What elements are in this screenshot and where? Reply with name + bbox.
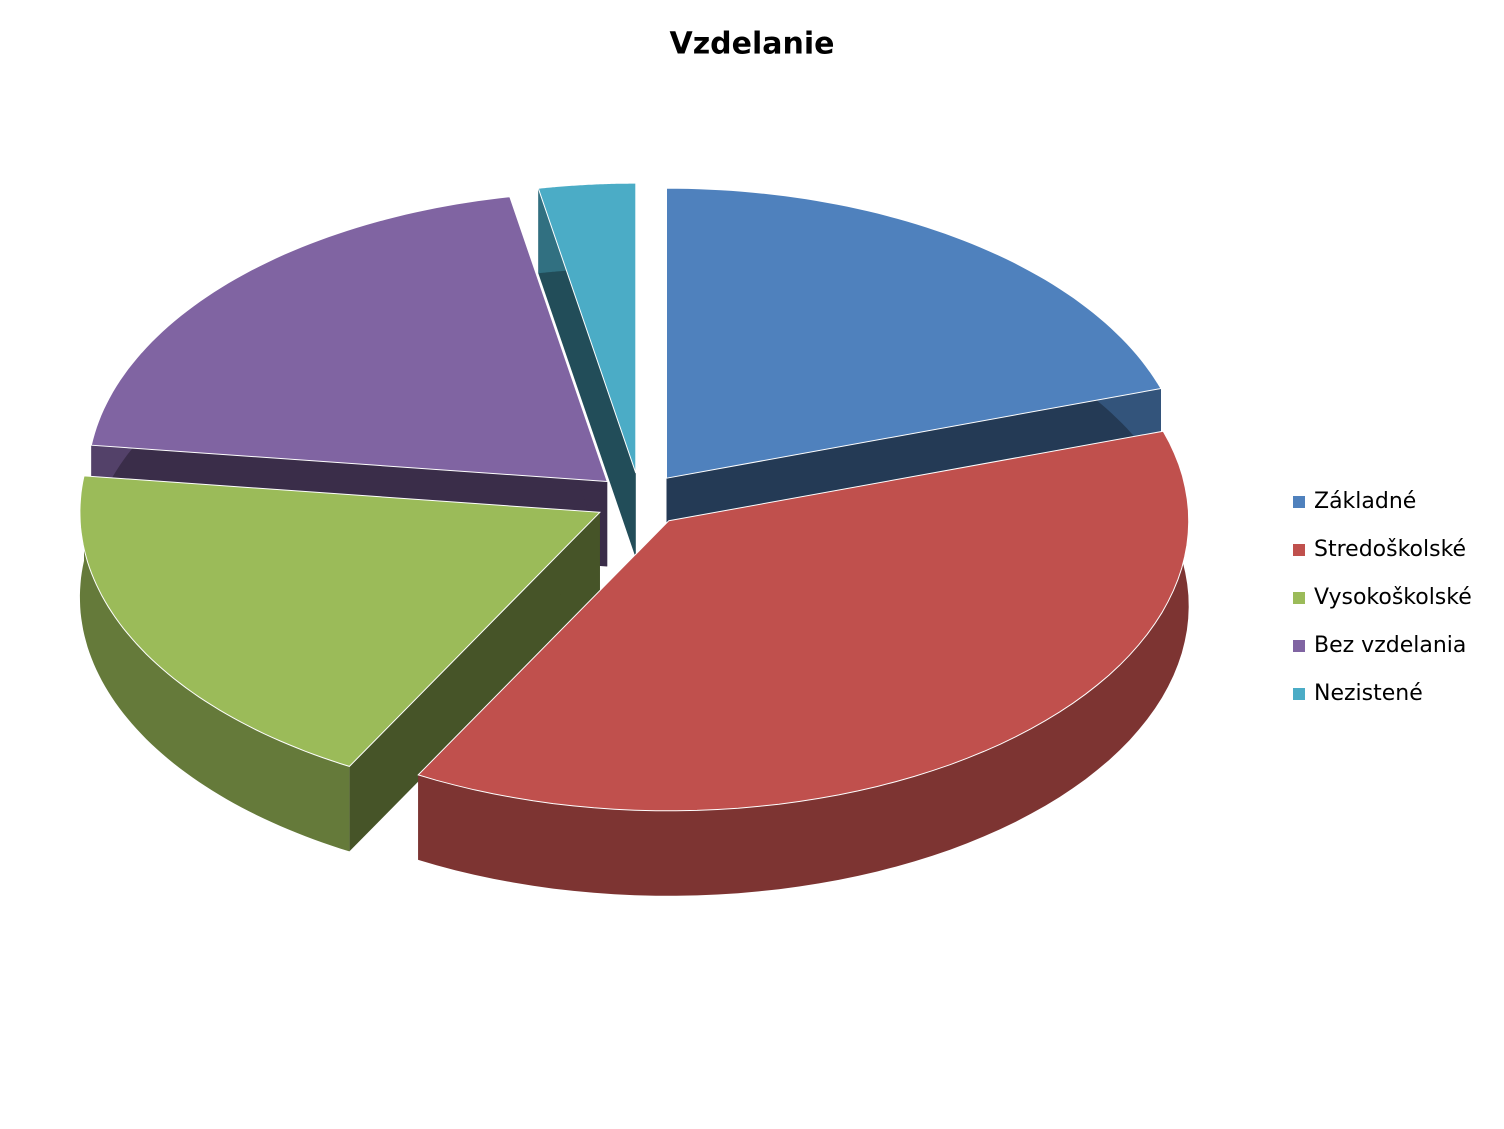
- slice: [537, 182, 637, 474]
- slice: [417, 430, 1190, 812]
- legend-swatch: [1293, 640, 1305, 652]
- legend-label: Základné: [1314, 489, 1416, 514]
- legend-swatch: [1293, 592, 1305, 604]
- slice-side: [79, 475, 350, 852]
- slice-side: [538, 188, 636, 559]
- legend-swatch: [1293, 688, 1305, 700]
- slice-side: [418, 431, 1189, 896]
- legend-label: Nezistené: [1314, 681, 1423, 706]
- legend-swatch: [1293, 544, 1305, 556]
- slice: [79, 475, 602, 767]
- chart-title: Vzdelanie: [669, 27, 834, 62]
- legend-label: Vysokoškolské: [1314, 585, 1472, 610]
- slice-side: [349, 512, 600, 852]
- legend-swatch: [1293, 496, 1305, 508]
- legend-label: Bez vzdelania: [1314, 633, 1466, 658]
- slice: [666, 187, 1162, 479]
- legend-label: Stredoškolské: [1314, 537, 1466, 562]
- slice: [90, 196, 608, 483]
